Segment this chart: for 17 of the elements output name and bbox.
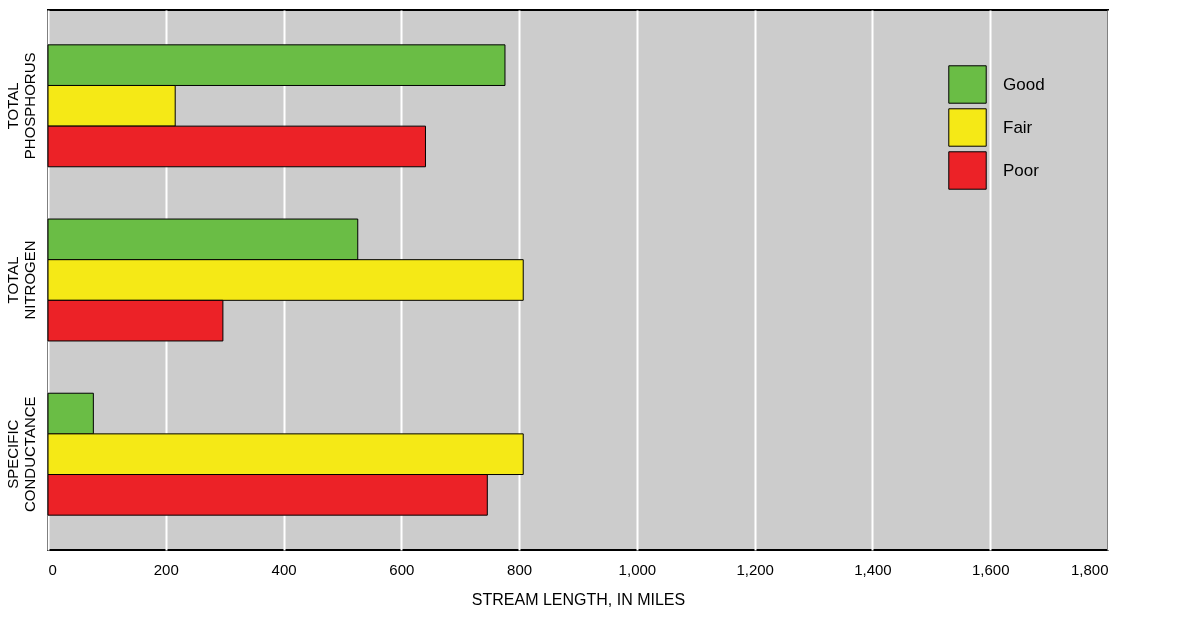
x-tick-label: 600 [389,560,415,578]
x-tick-label: 0 [48,560,57,578]
y-tick-label: SPECIFIC CONDUCTANCE [3,396,38,512]
legend-label: Good [1003,74,1045,94]
x-tick-label: 1,200 [736,560,774,578]
x-tick-label: 1,600 [971,560,1010,578]
x-tick-label: 200 [153,560,179,578]
x-tick-label: 1,800 [1070,560,1109,578]
x-tick-label: 800 [507,560,533,578]
x-axis-title: STREAM LENGTH, IN MILES [471,590,686,608]
legend-label: Poor [1003,160,1040,180]
x-tick-label: 1,400 [854,560,892,578]
legend-label: Fair [1003,117,1033,137]
x-tick-label: 400 [271,560,297,578]
y-tick-label: TOTAL PHOSPHORUS [3,52,38,160]
x-tick-label: 1,000 [618,560,657,578]
y-tick-label: TOTAL NITROGEN [3,240,38,320]
